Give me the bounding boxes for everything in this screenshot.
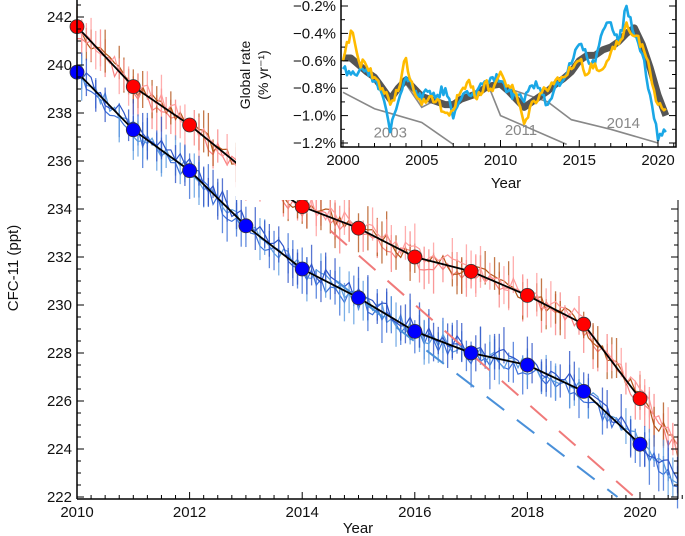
inset-y-tick-label: −0.6%: [293, 53, 336, 70]
y-tick-label: 236: [47, 153, 72, 170]
rate-series-line: [341, 21, 667, 126]
x-tick-label: 2012: [173, 504, 206, 521]
annual-mean-point: [351, 220, 366, 236]
y-tick-label: 242: [47, 9, 72, 26]
y-tick-label: 224: [47, 441, 72, 458]
annual-mean-point: [632, 436, 648, 452]
y-tick-label: 238: [47, 105, 72, 122]
inset-y-tick-label: −0.2%: [293, 0, 336, 15]
reference-line-label: 2014: [607, 115, 640, 132]
reference-line-label: 2011: [505, 122, 537, 139]
annual-mean-point: [407, 249, 423, 265]
inset-x-tick-label: 2000: [326, 152, 359, 169]
annual-mean-point: [294, 199, 310, 215]
main-y-label: CFC-11 (ppt): [5, 225, 22, 311]
inset-x-label: Year: [491, 175, 521, 192]
y-tick-label: 234: [47, 201, 72, 218]
reference-line: [503, 86, 659, 144]
annual-mean-point: [576, 383, 592, 399]
x-tick-label: 2010: [60, 504, 93, 521]
station-line: [76, 25, 679, 453]
y-tick-label: 228: [47, 345, 72, 362]
inset-x-tick-label: 2005: [405, 152, 438, 169]
annual-mean-point: [576, 316, 592, 332]
annual-mean-point: [182, 117, 198, 133]
inset-y-tick-label: −0.8%: [293, 80, 336, 97]
inset-y-label-line1: Global rate: [237, 41, 253, 110]
inset-y-tick-label: −1.0%: [293, 108, 336, 125]
inset-y-tick-label: −1.2%: [293, 135, 336, 152]
x-tick-label: 2016: [398, 504, 431, 521]
annual-mean-point: [125, 122, 141, 138]
annual-mean-point: [520, 287, 535, 303]
reference-line: [342, 91, 454, 146]
annual-mean-point: [463, 345, 479, 361]
projection-dashed-line: [335, 280, 619, 498]
y-tick-label: 222: [47, 489, 72, 506]
inset-plot: 2003 2011 2014−1.2%−1.0%−0.8%−0.6%−0.4%−0.…: [236, 0, 679, 200]
inset-x-tick-label: 2015: [563, 152, 596, 169]
inset-x-tick-label: 2010: [484, 152, 517, 169]
y-tick-label: 226: [47, 393, 72, 410]
y-tick-label: 240: [47, 57, 72, 74]
annual-mean-point: [238, 218, 254, 234]
y-tick-label: 230: [47, 297, 72, 314]
annual-mean-point: [407, 323, 423, 339]
x-tick-label: 2018: [511, 504, 544, 521]
annual-mean-point: [632, 391, 648, 407]
annual-mean-point: [351, 290, 366, 306]
projection-dashed-line: [329, 229, 636, 498]
inset-y-tick-label: −0.4%: [293, 25, 336, 42]
inset-y-label-line2: (% yr⁻¹): [255, 50, 271, 99]
main-x-label: Year: [343, 520, 373, 536]
annual-mean-point: [520, 357, 535, 373]
x-tick-label: 2020: [623, 504, 656, 521]
annual-mean-point: [294, 261, 310, 277]
annual-mean-point: [125, 79, 141, 94]
annual-mean-point: [182, 163, 198, 179]
reference-line: [488, 87, 567, 146]
x-tick-label: 2014: [286, 504, 319, 521]
annual-mean-point: [463, 263, 479, 279]
y-tick-label: 232: [47, 249, 72, 266]
inset-frame: [340, 0, 677, 148]
inset-x-tick-label: 2020: [641, 152, 674, 169]
